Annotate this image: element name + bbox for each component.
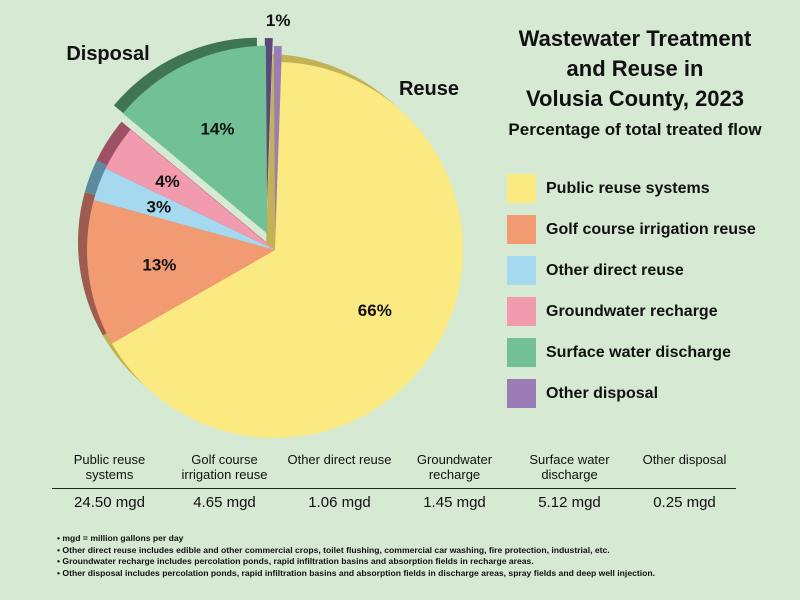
pie-slice-public-reuse-systems <box>111 62 463 438</box>
pie-slice-other-disposal <box>273 46 282 235</box>
table-column: Other disposal 0.25 mgd <box>627 452 742 512</box>
legend-item-surface-water: Surface water discharge <box>507 332 756 373</box>
flow-table: Public reuse systems 24.50 mgd Golf cour… <box>52 452 742 512</box>
legend-item-groundwater-recharge: Groundwater recharge <box>507 291 756 332</box>
pie-percent-label: 3% <box>147 198 172 217</box>
pie-slice-golf-course-irrigation-reuse <box>86 200 275 344</box>
pie-slice-surface-water-discharge <box>122 45 268 234</box>
table-column: Public reuse systems 24.50 mgd <box>52 452 167 512</box>
pie-percent-label: 66% <box>358 301 392 320</box>
group-label-disposal: Disposal <box>66 43 149 65</box>
chart-title: Wastewater Treatment and Reuse in Volusi… <box>490 24 780 140</box>
legend-item-other-direct-reuse: Other direct reuse <box>507 250 756 291</box>
table-value: 24.50 mgd <box>74 494 145 511</box>
legend-label: Other disposal <box>546 384 659 402</box>
table-value: 5.12 mgd <box>538 494 601 511</box>
footnote: Other disposal includes percolation pond… <box>57 568 792 580</box>
table-header: Surface water discharge <box>529 452 610 482</box>
pie-slice-other-direct-reuse <box>93 168 276 250</box>
legend-label: Golf course irrigation reuse <box>546 220 756 238</box>
legend-label: Other direct reuse <box>546 261 684 279</box>
table-divider <box>52 488 736 489</box>
legend-swatch <box>507 256 536 285</box>
table-column: Surface water discharge 5.12 mgd <box>512 452 627 512</box>
table-header: Other disposal <box>642 452 727 467</box>
footnote: Groundwater recharge includes percolatio… <box>57 556 792 568</box>
chart-subtitle: Percentage of total treated flow <box>508 120 762 139</box>
pie-percent-label: 14% <box>200 119 234 138</box>
footnotes: mgd = million gallons per day Other dire… <box>57 533 792 579</box>
table-header: Golf course irrigation reuse <box>181 452 268 482</box>
legend-label: Surface water discharge <box>546 343 731 361</box>
legend-item-public-reuse: Public reuse systems <box>507 168 756 209</box>
legend-swatch <box>507 215 536 244</box>
footnote: mgd = million gallons per day <box>57 533 792 545</box>
table-value: 1.45 mgd <box>423 494 486 511</box>
pie-percent-label: 13% <box>142 256 176 275</box>
legend-swatch <box>507 338 536 367</box>
legend: Public reuse systems Golf course irrigat… <box>507 168 756 414</box>
legend-item-other-disposal: Other disposal <box>507 373 756 414</box>
title-line-3: Volusia County, 2023 <box>525 86 745 111</box>
legend-swatch <box>507 174 536 203</box>
legend-swatch <box>507 297 536 326</box>
legend-swatch <box>507 379 536 408</box>
table-column: Other direct reuse 1.06 mgd <box>282 452 397 512</box>
legend-label: Public reuse systems <box>546 179 710 197</box>
table-header: Other direct reuse <box>287 452 392 467</box>
table-header: Public reuse systems <box>73 452 146 482</box>
legend-label: Groundwater recharge <box>546 302 718 320</box>
title-line-2: and Reuse in <box>566 56 704 81</box>
table-value: 0.25 mgd <box>653 494 716 511</box>
pie-percent-label: 4% <box>155 172 180 191</box>
legend-item-golf-course: Golf course irrigation reuse <box>507 209 756 250</box>
table-value: 1.06 mgd <box>308 494 371 511</box>
table-value: 4.65 mgd <box>193 494 256 511</box>
table-column: Groundwater recharge 1.45 mgd <box>397 452 512 512</box>
pie-slice-groundwater-recharge <box>105 129 275 250</box>
title-line-1: Wastewater Treatment <box>518 26 752 51</box>
group-label-reuse: Reuse <box>399 78 459 100</box>
table-header: Groundwater recharge <box>416 452 493 482</box>
footnote: Other direct reuse includes edible and o… <box>57 545 792 557</box>
table-column: Golf course irrigation reuse 4.65 mgd <box>167 452 282 512</box>
pie-percent-label: 1% <box>266 11 291 30</box>
